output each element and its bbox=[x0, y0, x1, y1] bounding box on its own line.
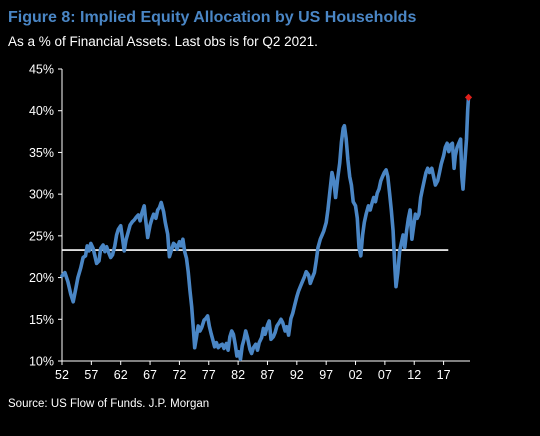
x-tick-label: 97 bbox=[319, 368, 333, 382]
line-chart: 10% 15% 20% 25% 30% 35% 40% 45% 52 57 62 67 72 77 82 87… bbox=[29, 63, 473, 382]
source-note: Source: US Flow of Funds. J.P. Morgan bbox=[8, 398, 210, 410]
y-tick-label: 10% bbox=[29, 355, 54, 369]
x-tick-label: 77 bbox=[202, 368, 216, 382]
equity-allocation-line bbox=[60, 95, 471, 362]
y-tick-label: 15% bbox=[29, 313, 54, 327]
y-tick-label: 25% bbox=[29, 229, 54, 243]
x-tick-label: 07 bbox=[378, 368, 392, 382]
x-tick-label: 92 bbox=[290, 368, 304, 382]
y-tick-label: 20% bbox=[29, 271, 54, 285]
y-tick-label: 40% bbox=[29, 104, 54, 118]
chart-title: Figure 8: Implied Equity Allocation by U… bbox=[8, 9, 417, 26]
x-tick-label: 02 bbox=[349, 368, 363, 382]
x-tick-label: 52 bbox=[55, 368, 69, 382]
y-tick-label: 45% bbox=[29, 63, 54, 77]
x-tick-label: 12 bbox=[407, 368, 421, 382]
x-tick-label: 87 bbox=[261, 368, 275, 382]
x-tick-label: 62 bbox=[114, 368, 128, 382]
x-tick-label: 82 bbox=[231, 368, 245, 382]
y-tick-label: 35% bbox=[29, 146, 54, 160]
chart-subtitle: As a % of Financial Assets. Last obs is … bbox=[8, 34, 318, 49]
x-tick-label: 17 bbox=[437, 368, 451, 382]
axes-layer: 10% 15% 20% 25% 30% 35% 40% 45% 52 57 62 67 72 77 82 87… bbox=[29, 63, 470, 382]
y-tick-label: 30% bbox=[29, 188, 54, 202]
last-observation-marker bbox=[464, 93, 473, 101]
x-tick-label: 67 bbox=[143, 368, 157, 382]
series-layer bbox=[60, 93, 473, 362]
x-tick-label: 57 bbox=[84, 368, 98, 382]
x-tick-label: 72 bbox=[172, 368, 186, 382]
